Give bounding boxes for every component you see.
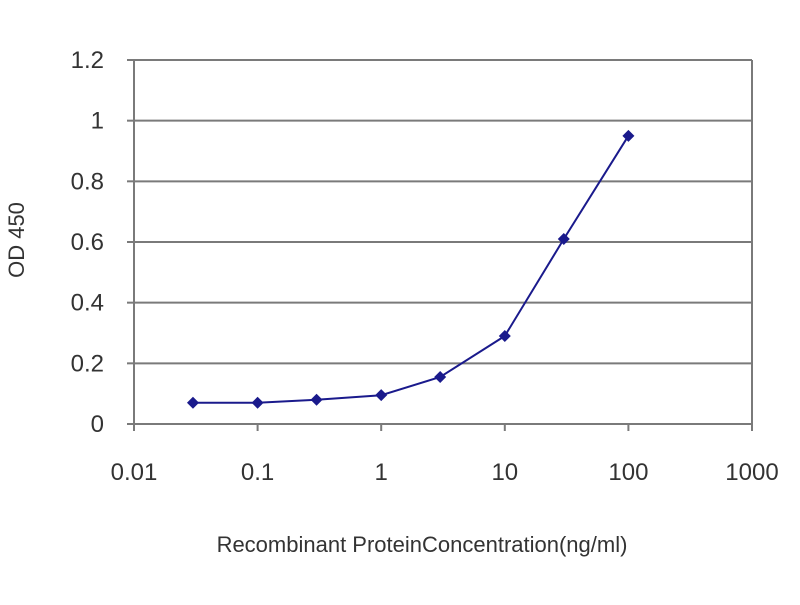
series-markers bbox=[186, 129, 635, 409]
data-point bbox=[622, 129, 635, 142]
series-line bbox=[193, 135, 630, 404]
y-tick-label: 1.2 bbox=[71, 47, 104, 74]
data-point bbox=[310, 393, 323, 406]
y-tick-label: 1 bbox=[91, 108, 104, 135]
y-tick-label: 0.4 bbox=[71, 290, 104, 317]
data-point bbox=[186, 396, 199, 409]
axes bbox=[127, 59, 753, 431]
x-tick-label: 1000 bbox=[725, 459, 778, 486]
y-tick-label: 0.8 bbox=[71, 168, 104, 195]
y-tick-label: 0.6 bbox=[71, 229, 104, 256]
x-tick-label: 10 bbox=[491, 459, 518, 486]
data-point bbox=[498, 330, 511, 343]
data-point bbox=[375, 389, 388, 402]
x-tick-label: 0.1 bbox=[241, 459, 274, 486]
y-tick-labels: 0 0.2 0.4 0.6 0.8 1 1.2 bbox=[71, 47, 104, 438]
x-tick-label: 100 bbox=[608, 459, 648, 486]
x-tick-label: 0.01 bbox=[111, 459, 158, 486]
data-point bbox=[251, 396, 264, 409]
y-tick-label: 0.2 bbox=[71, 350, 104, 377]
x-tick-labels: 0.01 0.1 1 10 100 1000 bbox=[111, 459, 779, 486]
y-axis-title: OD 450 bbox=[4, 202, 29, 278]
x-axis-title: Recombinant ProteinConcentration(ng/ml) bbox=[217, 532, 628, 557]
series-lines bbox=[193, 135, 630, 404]
gridlines bbox=[134, 59, 753, 424]
x-tick-label: 1 bbox=[375, 459, 388, 486]
y-tick-label: 0 bbox=[91, 411, 104, 438]
data-point bbox=[434, 370, 447, 383]
data-point bbox=[557, 232, 570, 245]
